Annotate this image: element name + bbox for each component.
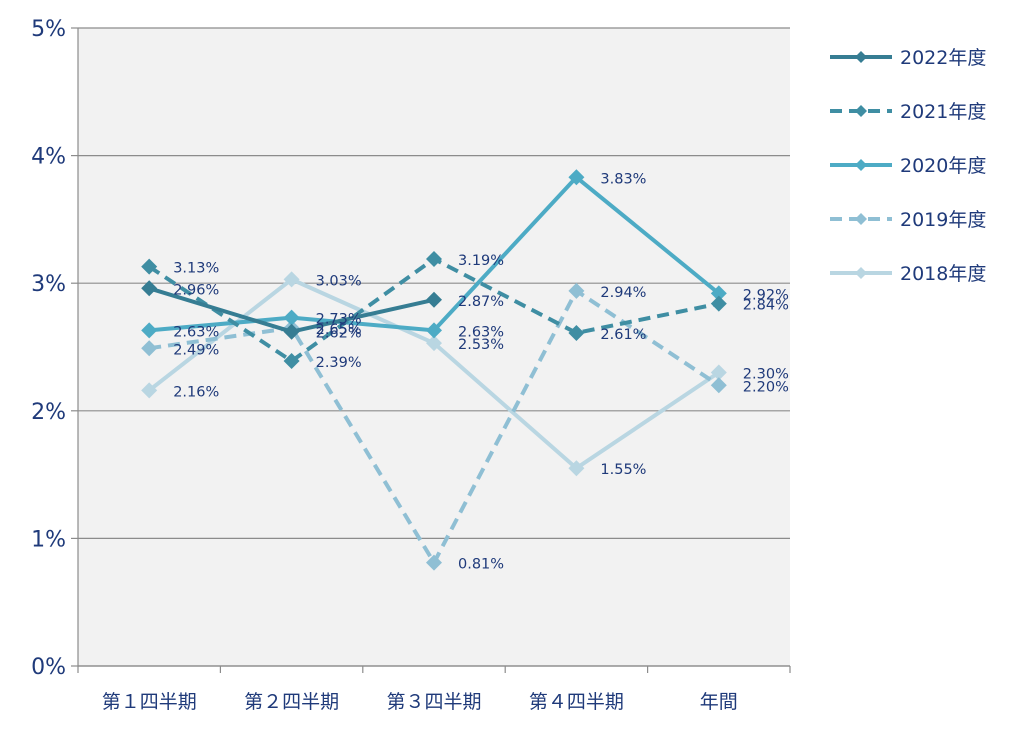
data-label: 2.30%	[743, 367, 789, 383]
legend-label: 2022年度	[900, 47, 986, 69]
data-label: 3.03%	[316, 273, 362, 289]
x-tick-label: 第４四半期	[529, 691, 624, 713]
data-label: 2.53%	[458, 337, 504, 353]
data-label: 2.63%	[173, 324, 219, 340]
data-point	[710, 285, 727, 302]
x-tick-label: 第２四半期	[244, 691, 339, 713]
data-point	[568, 169, 585, 186]
data-point	[141, 382, 158, 399]
data-point	[141, 258, 158, 275]
data-point	[141, 322, 158, 339]
data-point	[283, 353, 300, 370]
data-point	[283, 309, 300, 326]
legend: 2022年度 2021年度 2020年度 2019年度 2018年度	[830, 47, 986, 285]
x-tick-label: 第１四半期	[102, 691, 197, 713]
data-label: 2.73%	[316, 312, 362, 328]
x-tick-label: 年間	[700, 691, 738, 713]
series-2021年度	[141, 250, 727, 370]
data-point	[710, 364, 727, 381]
data-point	[855, 267, 867, 279]
data-point	[855, 213, 867, 225]
data-point	[568, 460, 585, 477]
data-point	[710, 295, 727, 312]
data-point	[141, 280, 158, 297]
y-tick-label: 5%	[31, 17, 66, 42]
data-label: 2.65%	[316, 322, 362, 338]
series-2020年度	[141, 169, 727, 339]
data-label: 2.62%	[316, 326, 362, 342]
data-label: 3.83%	[600, 171, 646, 187]
data-label: 2.16%	[173, 384, 219, 400]
data-labels: 2.96% 2.87% 3.13% 2.39% 3.19% 2.61% 2.84% 2.63%…	[173, 171, 789, 572]
series-2022年度	[141, 280, 442, 340]
legend-entry-2019年度: 2019年度	[830, 209, 986, 231]
data-label: 2.20%	[743, 379, 789, 395]
y-tick-label: 0%	[31, 655, 66, 680]
legend-entry-2021年度: 2021年度	[830, 101, 986, 123]
x-tick-label: 第３四半期	[386, 691, 481, 713]
y-tick-label: 1%	[31, 527, 66, 552]
legend-label: 2020年度	[900, 155, 986, 177]
data-label: 2.94%	[600, 285, 646, 301]
data-point	[141, 340, 158, 357]
data-label: 2.49%	[173, 342, 219, 358]
data-label: 2.92%	[743, 287, 789, 303]
data-point	[426, 291, 442, 308]
data-label: 0.81%	[458, 557, 504, 573]
legend-entry-2018年度: 2018年度	[830, 263, 986, 285]
data-point	[426, 250, 442, 267]
data-point	[855, 159, 867, 171]
legend-label: 2021年度	[900, 101, 986, 123]
data-label: 1.55%	[600, 462, 646, 478]
data-point	[426, 554, 442, 571]
data-label: 2.61%	[600, 327, 646, 343]
y-tick-label: 2%	[31, 400, 66, 425]
data-point	[568, 282, 585, 299]
data-point	[855, 105, 867, 117]
legend-entry-2022年度: 2022年度	[830, 47, 986, 69]
data-point	[426, 322, 442, 339]
data-point	[283, 323, 300, 340]
data-label: 2.39%	[316, 355, 362, 371]
data-label: 3.13%	[173, 261, 219, 277]
data-label: 2.96%	[173, 282, 219, 298]
legend-label: 2018年度	[900, 263, 986, 285]
data-label: 2.63%	[458, 324, 504, 340]
x-axis: 第１四半期 第２四半期 第３四半期 第４四半期 年間	[77, 665, 791, 713]
data-point	[283, 271, 300, 288]
series-layer	[141, 169, 727, 571]
y-axis: 0% 1% 2% 3% 4% 5%	[31, 17, 79, 680]
data-point	[710, 377, 727, 394]
data-label: 3.19%	[458, 253, 504, 269]
data-label: 2.84%	[743, 298, 789, 314]
data-label: 2.87%	[458, 294, 504, 310]
data-point	[568, 324, 585, 341]
legend-entry-2020年度: 2020年度	[830, 155, 986, 177]
legend-label: 2019年度	[900, 209, 986, 231]
y-tick-label: 4%	[31, 145, 66, 170]
data-point	[855, 51, 867, 63]
y-tick-label: 3%	[31, 272, 66, 297]
data-point	[426, 335, 442, 352]
